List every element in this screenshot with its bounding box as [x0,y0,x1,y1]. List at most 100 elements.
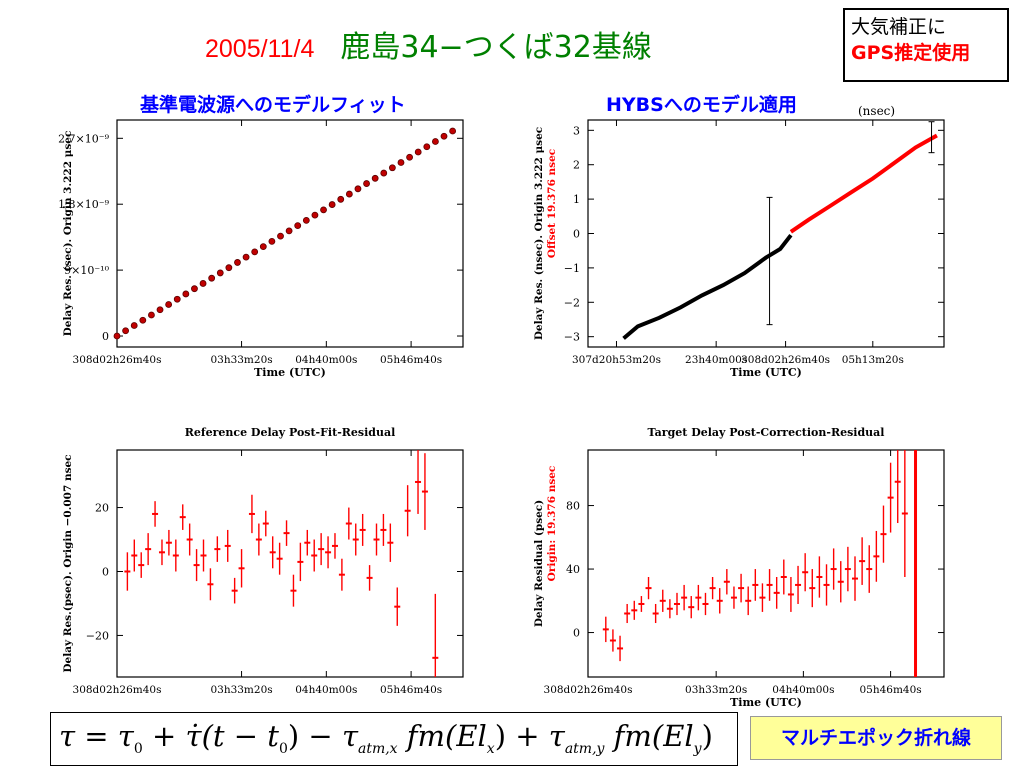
formula-part: τ [341,719,358,753]
x-tick-label: 04h40m00s [295,354,357,366]
y-tick-label: −3 [564,331,580,344]
x-tick-label: 307d20h53m20s [572,354,661,366]
formula-sub: atm,y [564,740,605,757]
x-tick-label: 03h33m20s [210,684,272,696]
plot-frame [116,449,464,678]
formula-part: − [308,719,333,753]
y-tick-label: 1.8×10⁻⁹ [58,198,110,211]
data-point [363,180,370,187]
y-tick-label: −1 [564,262,580,275]
formula-part: + [515,719,540,753]
note-line-2: GPS推定使用 [851,42,971,64]
formula-part: fm(El [406,719,487,753]
formula-part: τ [117,719,134,753]
chart-title: Reference Delay Post-Fit-Residual [185,426,396,439]
x-tick-label: 05h46m40s [380,354,442,366]
data-point [285,227,293,235]
page-title: 2005/11/4 鹿島34−つくば32基線 [205,22,652,66]
data-point [449,127,457,135]
plot-frame [587,119,945,348]
formula-part: − [233,719,259,753]
x-tick-label: 03h33m20s [210,354,272,366]
data-point [268,237,276,245]
data-point [432,138,439,145]
y-tick-label: −20 [86,629,109,642]
data-point [191,285,198,293]
delay-model-formula: τ = τ0 + τ̇(t − t0) − τatm,x fm(Elx) + τ… [50,712,738,766]
left-heading: 基準電波源へのモデルフィット [140,94,406,116]
gps-note-box: 大気補正に GPS推定使用 [843,8,1009,82]
formula-sub: x [486,740,495,757]
data-point [130,322,138,329]
data-point [354,185,362,193]
y-tick-label: 3 [573,124,580,137]
data-point [139,316,147,324]
data-point [199,280,207,287]
formula-part: τ [59,719,76,753]
data-point [380,169,388,177]
x-tick-label: 05h46m40s [380,684,442,696]
y-axis-label: Delay Res.(psec). Origin −0.007 nsec [62,454,74,672]
x-axis-label: Time (UTC) [730,696,802,709]
x-tick-label: 23h40m00s [685,354,747,366]
y-tick-label: 0 [573,627,580,640]
data-point [148,311,155,319]
y-axis-label: Delay Res. (nsec). Origin 3.222 μsec [533,127,545,340]
data-point [173,295,181,303]
data-point [277,232,284,240]
formula-sub: 0 [133,740,143,757]
formula-part: (t [201,719,225,753]
multi-epoch-label: マルチエポック折れ線 [750,716,1002,760]
charts-canvas: 0 9×10⁻¹⁰ 1.8×10⁻⁹ 2.7×10⁻⁹ 308d02h26m40s 03h… [58,119,945,709]
data-point [165,301,173,308]
data-point [113,332,121,340]
x-tick-label: 308d02h26m40s [73,684,162,696]
note-line-1: 大気補正に [851,16,947,38]
x-tick-label: 03h33m20s [685,684,747,696]
x-tick-label: 04h40m00s [772,684,834,696]
y-tick-label: 2 [573,159,580,172]
x-tick-label: 05h46m40s [859,684,921,696]
data-point [216,269,224,277]
series-line [789,133,938,234]
y-axis-label-2: Origin: 19.376 nsec [546,466,558,582]
y-tick-label: 1 [573,193,580,206]
plot-frame [587,449,945,678]
x-tick-label: 04h40m00s [295,684,357,696]
y-tick-label: 40 [566,563,580,576]
formula-part: ) [701,719,713,753]
data-point [259,243,267,251]
formula-part: = [84,719,109,753]
formula-sub: 0 [278,740,288,757]
data-point [156,306,164,314]
baseline-label: 鹿島34−つくば32基線 [340,30,652,65]
formula-part: τ̇ [185,719,202,753]
data-point [225,264,233,272]
y-tick-label: 9×10⁻¹⁰ [64,264,109,277]
plot-frame [116,119,464,348]
y-tick-label: 0 [573,228,580,241]
x-axis-label: Time (UTC) [254,366,326,379]
chart-title: Target Delay Post-Correction-Residual [648,426,885,439]
formula-sub: y [693,740,702,757]
formula-part: fm(El [613,719,694,753]
formula-part: t [267,719,279,753]
data-point [311,211,319,219]
y-tick-label: 0 [102,330,109,343]
y-tick-label: 80 [566,500,580,513]
data-point [182,290,190,298]
series-line [622,233,793,340]
right-heading: HYBSへのモデル適用 [606,94,797,116]
formula-sub: atm,x [357,740,398,757]
data-point [397,159,405,166]
data-point [337,195,345,203]
right-unit-label: (nsec) [858,104,896,118]
y-tick-label: −2 [564,296,580,309]
y-tick-label: 2.7×10⁻⁹ [58,132,110,145]
date-label: 2005/11/4 [205,35,315,63]
x-tick-label: 308d02h26m40s [741,354,830,366]
data-point [388,164,396,172]
data-point [122,327,130,335]
data-point [371,174,379,182]
data-point [302,216,310,224]
